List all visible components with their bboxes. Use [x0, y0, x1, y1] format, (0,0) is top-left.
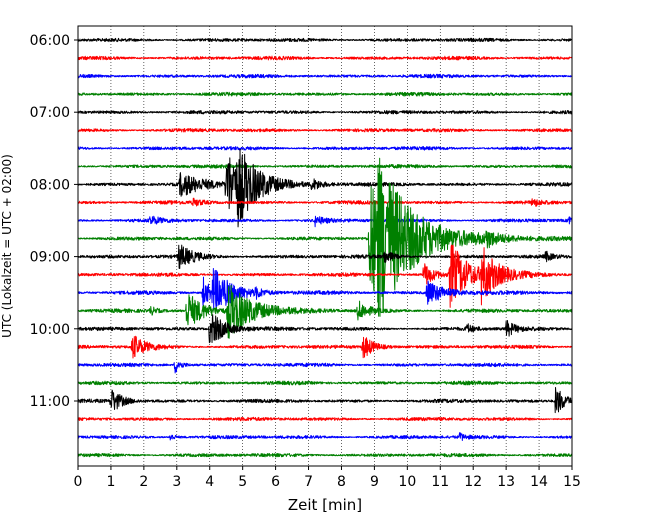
trace-0815	[77, 197, 573, 207]
x-tick-label: 7	[304, 474, 313, 490]
y-tick-label: 09:00	[30, 250, 70, 266]
trace-0615	[77, 55, 573, 61]
x-tick-label: 6	[271, 474, 280, 490]
trace-0600	[77, 37, 573, 43]
trace-0830	[77, 215, 573, 228]
axis-layer: 0 1 2 3 4 5 6 7 8 9 10 11 12 13 14 1506:0007:0008:0009:…	[30, 33, 581, 490]
trace-1130	[77, 432, 573, 442]
x-tick-label: 4	[205, 474, 214, 490]
trace-0945	[77, 284, 573, 339]
x-tick-label: 12	[464, 474, 482, 490]
x-tick-label: 9	[370, 474, 379, 490]
trace-0800	[77, 148, 573, 228]
x-tick-label: 13	[497, 474, 515, 490]
trace-0715	[77, 128, 573, 133]
x-tick-label: 1	[106, 474, 115, 490]
trace-1045	[77, 380, 573, 386]
x-tick-label: 8	[337, 474, 346, 490]
trace-1100	[77, 387, 573, 414]
trace-0700	[77, 110, 573, 115]
trace-0915	[77, 244, 573, 308]
trace-0630	[77, 73, 573, 79]
y-tick-label: 06:00	[30, 33, 70, 49]
y-tick-label: 11:00	[30, 394, 70, 410]
grid-layer	[110, 26, 540, 466]
trace-1145	[77, 452, 573, 458]
trace-0930	[77, 268, 573, 311]
plot-frame	[77, 25, 573, 467]
y-tick-label: 08:00	[30, 177, 70, 193]
x-tick-label: 0	[74, 474, 83, 490]
y-axis-label: UTC (Lokalzeit = UTC + 02:00)	[0, 154, 14, 338]
x-tick-label: 14	[530, 474, 548, 490]
x-tick-label: 15	[563, 474, 581, 490]
trace-1115	[77, 416, 573, 422]
x-axis-label: Zeit [min]	[288, 496, 362, 514]
trace-0730	[77, 145, 573, 151]
trace-0900	[77, 244, 573, 270]
y-tick-label: 07:00	[30, 105, 70, 121]
trace-1015	[77, 335, 573, 359]
trace-0645	[77, 91, 573, 97]
trace-0745	[77, 163, 573, 169]
x-tick-label: 11	[431, 474, 449, 490]
x-tick-label: 2	[139, 474, 148, 490]
trace-1000	[77, 314, 573, 344]
x-tick-label: 10	[398, 474, 416, 490]
trace-1030	[77, 362, 573, 374]
y-tick-label: 10:00	[30, 322, 70, 338]
trace-0845	[77, 157, 573, 317]
trace-layer	[77, 37, 573, 458]
x-tick-label: 3	[172, 474, 181, 490]
x-tick-label: 5	[238, 474, 247, 490]
